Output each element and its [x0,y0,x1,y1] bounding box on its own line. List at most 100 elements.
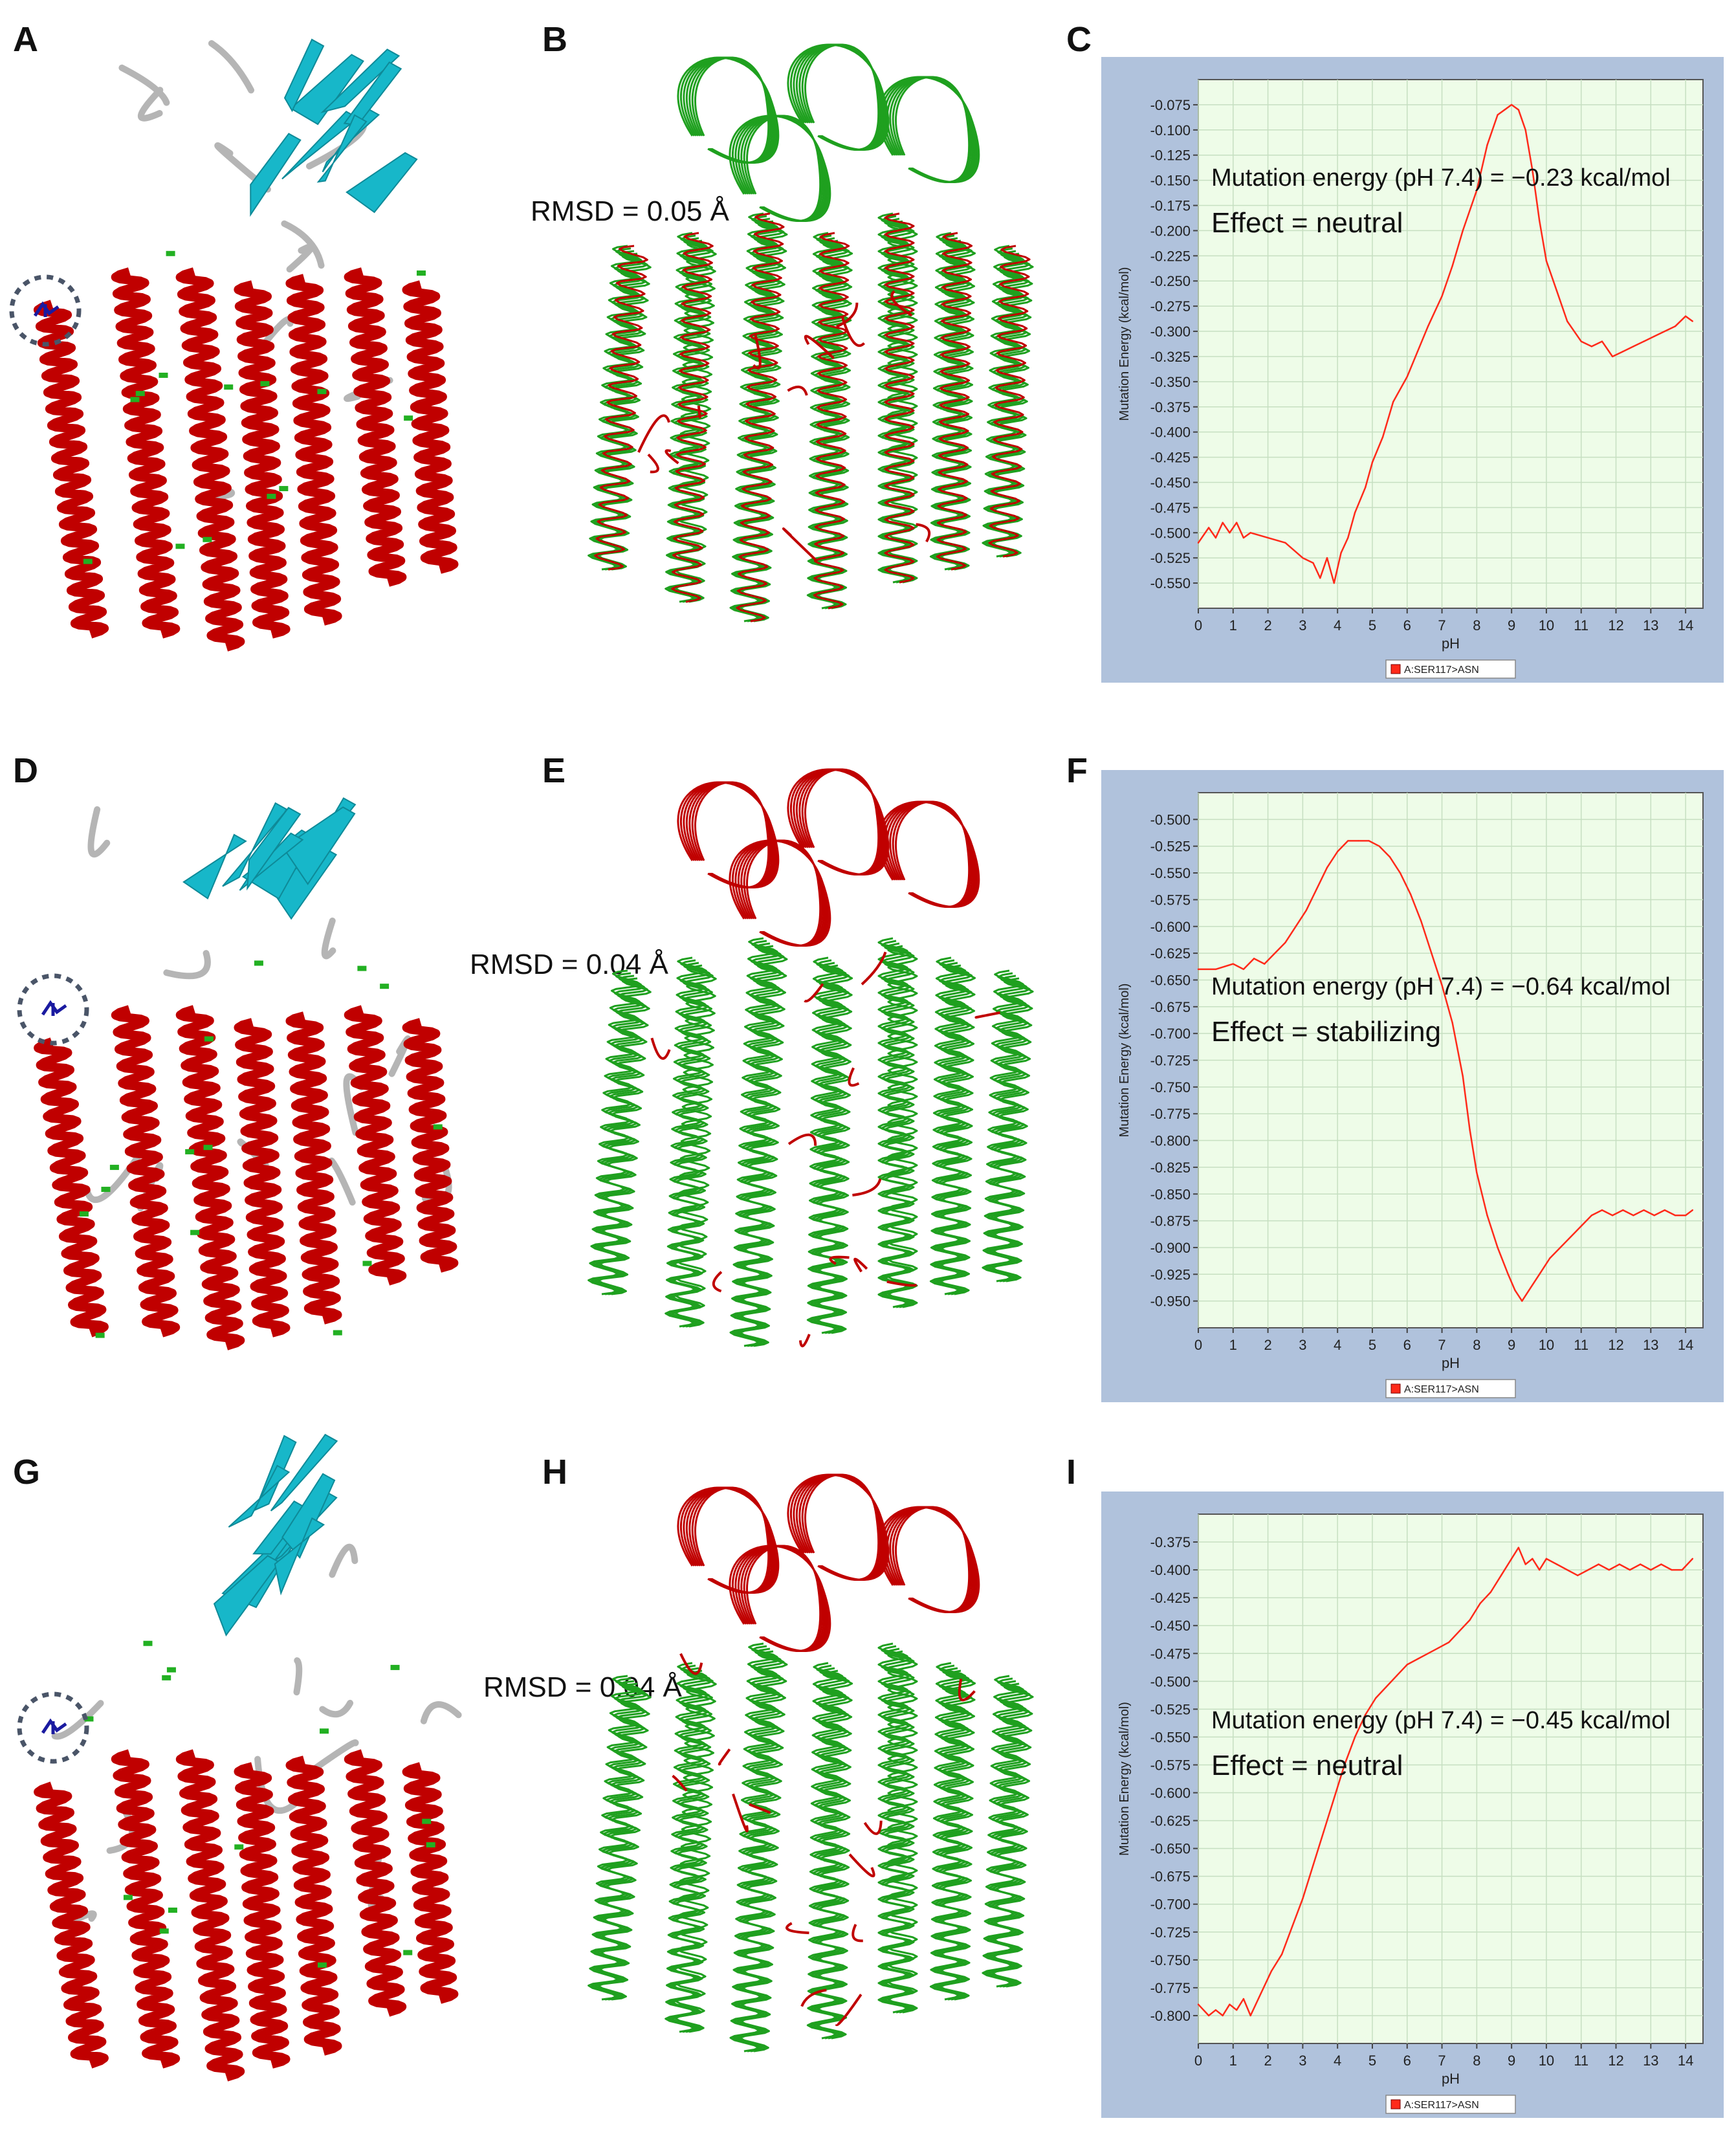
data-point [1381,436,1384,438]
x-tick-label: 6 [1403,1337,1411,1353]
y-axis-label: Mutation Energy (kcal/mol) [1117,267,1132,421]
y-tick-label: -0.825 [1150,1160,1191,1176]
data-point [1214,536,1217,539]
data-point [1476,1171,1478,1174]
x-tick-label: 12 [1608,1337,1623,1353]
mutation-site-circle [17,973,89,1046]
data-point [1469,1129,1471,1131]
data-point [1427,1653,1429,1655]
x-tick-label: 0 [1194,2053,1202,2069]
data-point [1587,1569,1589,1571]
data-point [1639,1563,1642,1565]
x-axis-label: pH [1442,2071,1460,2087]
annotation-energy-f: Mutation energy (pH 7.4) = −0.64 kcal/mo… [1211,973,1671,1000]
panel-label-d: D [13,751,38,790]
overlay-structure-e [588,768,1034,1348]
ribbon-structure-d [17,797,459,1350]
y-tick-label: -0.175 [1150,198,1191,214]
ribbon-structure-a [9,38,459,652]
x-tick-label: 8 [1473,617,1480,633]
data-point [1406,1664,1408,1666]
data-point [1416,1658,1419,1660]
y-tick-label: -0.850 [1150,1186,1191,1202]
legend-label: A:SER117>ASN [1404,2100,1479,2111]
x-tick-label: 3 [1299,1337,1306,1353]
data-point [1232,963,1234,965]
x-tick-label: 5 [1368,617,1376,633]
panel-label-g: G [13,1453,41,1492]
x-tick-label: 7 [1438,617,1445,633]
data-point [1650,1569,1652,1571]
data-point [1486,1215,1488,1217]
y-tick-label: -0.875 [1150,1213,1191,1229]
y-tick-label: -0.575 [1150,892,1191,908]
rmsd-label-b: RMSD = 0.05 Å [531,195,729,227]
data-point [1365,1713,1367,1716]
data-point [1528,1289,1530,1292]
data-point [1368,840,1370,842]
y-tick-label: -0.200 [1150,223,1191,239]
y-tick-label: -0.525 [1150,550,1191,566]
data-point [1431,952,1433,954]
data-point [1336,850,1339,853]
y-tick-label: -0.725 [1150,1924,1191,1941]
y-tick-label: -0.700 [1150,1026,1191,1042]
data-point [1507,1273,1509,1275]
x-tick-label: 12 [1608,617,1623,633]
data-point [1326,556,1328,559]
data-point [1222,2014,1224,2017]
data-point [1420,920,1422,922]
data-point [1242,1998,1245,2000]
data-point [1340,552,1342,554]
annotation-effect-f: Effect = stabilizing [1211,1016,1442,1048]
data-point [1357,840,1359,842]
data-point [1632,346,1634,347]
data-point [1347,840,1349,842]
data-point [1291,1925,1293,1928]
series-line [1197,104,1693,584]
y-tick-label: -0.775 [1150,1980,1191,1996]
data-point [1601,340,1603,342]
x-tick-label: 11 [1574,617,1588,633]
y-tick-label: -0.625 [1150,945,1191,962]
y-tick-label: -0.125 [1150,148,1191,164]
y-tick-label: -0.500 [1150,525,1191,541]
data-point [1489,1591,1492,1593]
x-tick-label: 8 [1473,1337,1480,1353]
data-point [1253,958,1255,960]
data-point [1284,542,1286,544]
data-point [1691,1558,1694,1560]
x-tick-label: 14 [1678,617,1693,633]
x-tick-label: 11 [1574,2053,1588,2069]
data-point [1319,577,1321,579]
data-point [1333,1797,1335,1800]
plot-area [1198,1514,1704,2044]
data-point [1681,1569,1683,1571]
x-tick-label: 2 [1264,2053,1271,2069]
data-point [1448,1641,1450,1644]
data-point [1691,320,1694,322]
data-point [1389,856,1391,858]
overlay-structure-b [588,43,1034,622]
data-point [1197,968,1200,971]
data-point [1479,1602,1481,1604]
data-point [1197,2003,1200,2005]
data-point [1441,295,1443,297]
data-point [1235,522,1238,523]
data-point [1409,893,1412,896]
legend-swatch [1390,1383,1401,1394]
data-point [1207,2014,1210,2017]
data-point [1559,1246,1561,1249]
data-point [1343,1764,1346,1766]
x-tick-label: 7 [1438,2053,1445,2069]
y-tick-label: -0.500 [1150,811,1191,828]
y-tick-label: -0.275 [1150,298,1191,314]
data-point [1375,1697,1377,1699]
data-point [1267,536,1269,539]
y-tick-label: -0.800 [1150,2008,1191,2024]
y-tick-label: -0.750 [1150,1079,1191,1096]
data-point [1302,1897,1304,1900]
annotation-energy-c: Mutation energy (pH 7.4) = −0.23 kcal/mo… [1211,164,1671,192]
data-point [1326,866,1328,868]
y-tick-label: -0.700 [1150,1897,1191,1913]
